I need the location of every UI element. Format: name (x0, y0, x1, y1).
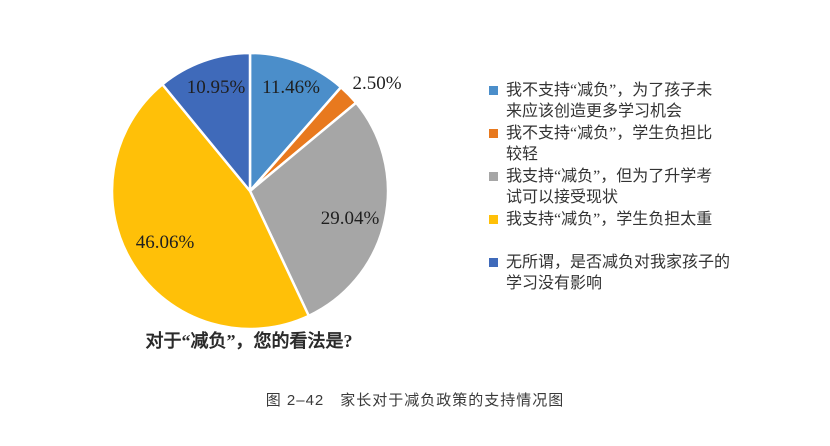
pie-slice-0 (248, 51, 343, 193)
legend-label: 我不支持“减负”，为了孩子未 来应该创造更多学习机会 (506, 82, 713, 120)
legend: 我不支持“减负”，为了孩子未 来应该创造更多学习机会 我不支持“减负”，学生负担… (489, 80, 789, 295)
legend-swatch-blue-icon (489, 86, 498, 95)
legend-item-3: 我支持“减负”，学生负担太重 (489, 209, 789, 251)
legend-swatch-darkblue-icon (489, 258, 498, 267)
legend-label: 我不支持“减负”，学生负担比 较轻 (506, 125, 713, 163)
legend-item-2: 我支持“减负”，但为了升学考 试可以接受现状 (489, 166, 789, 208)
chart-title: 对于“减负”，您的看法是? (145, 331, 353, 351)
legend-label: 无所谓，是否减负对我家孩子的 学习没有影响 (506, 254, 731, 292)
legend-swatch-yellow-icon (489, 215, 498, 224)
legend-item-1: 我不支持“减负”，学生负担比 较轻 (489, 123, 789, 165)
legend-swatch-gray-icon (489, 172, 498, 181)
legend-item-4: 无所谓，是否减负对我家孩子的 学习没有影响 (489, 252, 789, 294)
legend-swatch-orange-icon (489, 129, 498, 138)
legend-item-0: 我不支持“减负”，为了孩子未 来应该创造更多学习机会 (489, 80, 789, 122)
pie-slice-label-0: 11.46% (262, 77, 320, 98)
pie-slice-label-1: 2.50% (352, 73, 402, 94)
pie-slice-label-4: 10.95% (186, 77, 246, 98)
pie-slice-3 (110, 83, 311, 331)
figure-caption: 图 2–42 家长对于减负政策的支持情况图 (265, 392, 565, 409)
legend-label: 我支持“减负”，学生负担太重 (506, 211, 713, 228)
pie-slice-label-2: 29.04% (320, 208, 380, 229)
legend-label: 我支持“减负”，但为了升学考 试可以接受现状 (506, 168, 713, 206)
pie-slice-label-3: 46.06% (135, 232, 195, 253)
pie-slice-4 (161, 51, 252, 193)
